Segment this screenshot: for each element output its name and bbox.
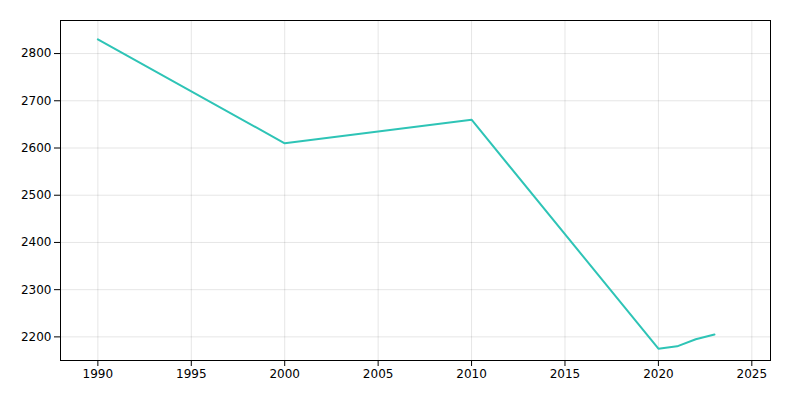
svg-text:2200: 2200 xyxy=(21,330,52,344)
svg-text:2025: 2025 xyxy=(737,367,768,381)
svg-text:2600: 2600 xyxy=(21,141,52,155)
svg-text:2300: 2300 xyxy=(21,283,52,297)
svg-text:2800: 2800 xyxy=(21,46,52,60)
svg-text:1990: 1990 xyxy=(83,367,114,381)
svg-text:2000: 2000 xyxy=(269,367,300,381)
svg-text:1995: 1995 xyxy=(176,367,207,381)
svg-text:2400: 2400 xyxy=(21,235,52,249)
svg-text:2005: 2005 xyxy=(363,367,394,381)
svg-text:2015: 2015 xyxy=(550,367,581,381)
svg-text:2020: 2020 xyxy=(643,367,674,381)
svg-text:2500: 2500 xyxy=(21,188,52,202)
svg-text:2010: 2010 xyxy=(456,367,487,381)
svg-text:2700: 2700 xyxy=(21,94,52,108)
